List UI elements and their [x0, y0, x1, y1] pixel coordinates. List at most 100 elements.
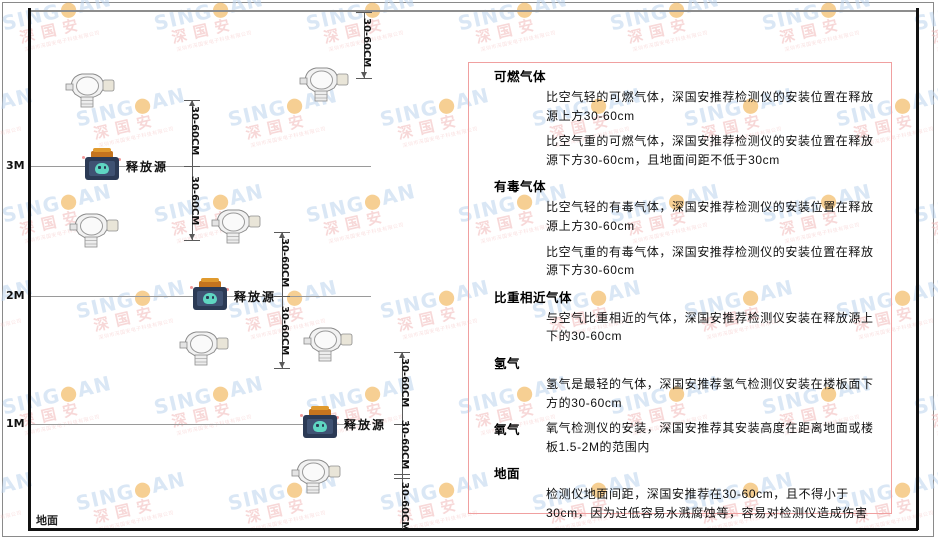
- watermark-subtitle: 深圳市深国安电子科技有限公司: [0, 318, 23, 342]
- info-section-title: 氧气: [494, 423, 521, 438]
- dim-text-lower-top: 30-60CM: [399, 358, 410, 408]
- dim-text-mid-bottom: 30-60CM: [279, 306, 290, 356]
- watermark-brand-cn: 深国安: [930, 399, 938, 431]
- watermark-subtitle: 深圳市深国安电子科技有限公司: [328, 30, 405, 54]
- right-wall: [916, 8, 919, 530]
- info-section-paragraph: 检测仪地面间距，深国安推荐在30-60cm，且不得小于30cm，因为过低容易水溅…: [546, 487, 868, 520]
- watermark-dot-icon: ●: [57, 378, 81, 407]
- release-source-3m: [82, 148, 122, 182]
- watermark-brand-cn: 深国安: [930, 15, 938, 47]
- watermark-brand: SING●AN: [303, 178, 418, 228]
- dim-tick-lower-c: [394, 478, 410, 479]
- watermark-brand-cn: 深国安: [92, 111, 161, 143]
- watermark-brand-cn: 深国安: [244, 111, 313, 143]
- level-label-3m: 3M: [6, 159, 25, 172]
- info-section: 可燃气体比空气轻的可燃气体，深国安推荐检测仪的安装位置在释放源上方30-60cm…: [480, 66, 885, 169]
- watermark-brand-cn: 深国安: [778, 15, 847, 47]
- watermark-brand: SING●AN: [73, 274, 188, 324]
- release-source-1m: [300, 406, 340, 440]
- watermark-dot-icon: ●: [891, 474, 915, 503]
- watermark-brand-cn: 深国安: [626, 15, 695, 47]
- watermark-subtitle: 深圳市深国安电子科技有限公司: [0, 126, 23, 150]
- level-line-3m: [31, 166, 371, 167]
- watermark-subtitle: 深圳市深国安电子科技有限公司: [480, 30, 557, 54]
- info-section: 地面 检测仪地面间距，深国安推荐在30-60cm，且不得小于30cm，因为过低容易…: [480, 463, 885, 522]
- watermark-dot-icon: ●: [435, 90, 459, 119]
- dim-arrow-upper-top: [189, 100, 195, 106]
- ground-label: 地面: [36, 515, 58, 527]
- info-section-paragraph: 与空气比重相近的气体，深国安推荐检测仪安装在释放源上下的30-60cm: [546, 310, 874, 344]
- dim-line-mid-chain: [282, 232, 283, 368]
- watermark-brand-cn: 深国安: [170, 15, 239, 47]
- gas-detector-below-2m: [176, 326, 232, 368]
- info-section-paragraph: 比空气轻的可燃气体，深国安推荐检测仪的安装位置在释放源上方30-60cm: [546, 90, 874, 123]
- watermark-brand-cn: 深国安: [930, 207, 938, 239]
- watermark-dot-icon: ●: [209, 378, 233, 407]
- dim-tick-mid-bottom: [274, 368, 290, 369]
- level-label-1m: 1M: [6, 417, 25, 430]
- info-section-title: 可燃气体: [494, 70, 547, 84]
- watermark-brand: SING●AN: [608, 0, 722, 35]
- release-source-label-1m: 释放源: [344, 418, 387, 432]
- dim-text-upper-bottom: 30-60CM: [189, 176, 200, 226]
- gas-detector-mid-right: [300, 322, 356, 364]
- watermark-brand: SING●AN: [0, 0, 114, 35]
- watermark-subtitle: 深圳市深国安电子科技有限公司: [98, 126, 175, 150]
- dim-tick-ceiling-bottom: [356, 78, 372, 79]
- dim-text-mid-top: 30-60CM: [279, 238, 290, 288]
- watermark-brand: SING●AN: [456, 0, 570, 35]
- info-section-paragraph: 比空气重的可燃气体，深国安推荐检测仪的安装位置在释放源下方30-60cm，且地面…: [546, 134, 874, 167]
- watermark-brand: SING●AN: [760, 0, 874, 35]
- info-section-paragraph: 比空气轻的有毒气体，深国安推荐检测仪的安装位置在释放源上方30-60cm: [546, 200, 874, 233]
- watermark-dot-icon: ●: [131, 474, 155, 503]
- dim-line-ceiling: [364, 12, 365, 78]
- dim-arrow-mid-bottom: [279, 362, 285, 368]
- watermark-dot-icon: ●: [131, 90, 155, 119]
- watermark-brand: SING●AN: [152, 0, 266, 35]
- watermark-dot-icon: ●: [0, 282, 3, 311]
- dim-text-upper-top: 30-60CM: [189, 106, 200, 156]
- info-section-title: 比重相近气体: [494, 290, 573, 305]
- level-label-2m: 2M: [6, 289, 25, 302]
- watermark-brand-cn: 深国安: [0, 111, 9, 143]
- dim-tick-upper-bottom: [184, 240, 200, 241]
- watermark-subtitle: 深圳市深国安电子科技有限公司: [632, 30, 709, 54]
- watermark-subtitle: 深圳市深国安电子科技有限公司: [250, 126, 327, 150]
- release-source-2m: [190, 278, 230, 312]
- info-section: 氧气 氧气检测仪的安装，深国安推荐其安装高度在距离地面或楼板1.5-2M的范围内: [480, 419, 885, 456]
- release-source-label-2m: 释放源: [234, 290, 277, 304]
- watermark-brand-cn: 深国安: [0, 495, 9, 527]
- gas-detector-top-center: [296, 62, 352, 104]
- watermark-brand-cn: 深国安: [0, 303, 9, 335]
- watermark-brand: SING●AN: [73, 466, 188, 516]
- watermark-brand-cn: 深国安: [18, 15, 87, 47]
- info-section: 比重相近气体与空气比重相近的气体，深国安推荐检测仪安装在释放源上下的30-60c…: [480, 287, 885, 346]
- dim-tick-ceiling-top: [356, 12, 372, 13]
- watermark-subtitle: 深圳市深国安电子科技有限公司: [24, 30, 101, 54]
- watermark-brand-cn: 深国安: [322, 207, 391, 239]
- watermark-dot-icon: ●: [0, 90, 3, 119]
- gas-detector-upper-left: [62, 68, 118, 110]
- info-section-title: 氢气: [494, 356, 521, 371]
- watermark-dot-icon: ●: [0, 474, 3, 503]
- dim-line-upper-chain: [192, 100, 193, 240]
- watermark-brand-cn: 深国安: [92, 495, 161, 527]
- gas-detector-below-1m: [288, 454, 344, 496]
- info-section: 氢气 氢气是最轻的气体，深国安推荐氢气检测仪安装在楼板面下方的30-60cm: [480, 353, 885, 412]
- watermark-subtitle: 深圳市深国安电子科技有限公司: [784, 30, 861, 54]
- watermark-dot-icon: ●: [435, 474, 459, 503]
- release-source-label-3m: 释放源: [126, 160, 169, 174]
- level-line-1m: [31, 424, 371, 425]
- watermark-dot-icon: ●: [891, 90, 915, 119]
